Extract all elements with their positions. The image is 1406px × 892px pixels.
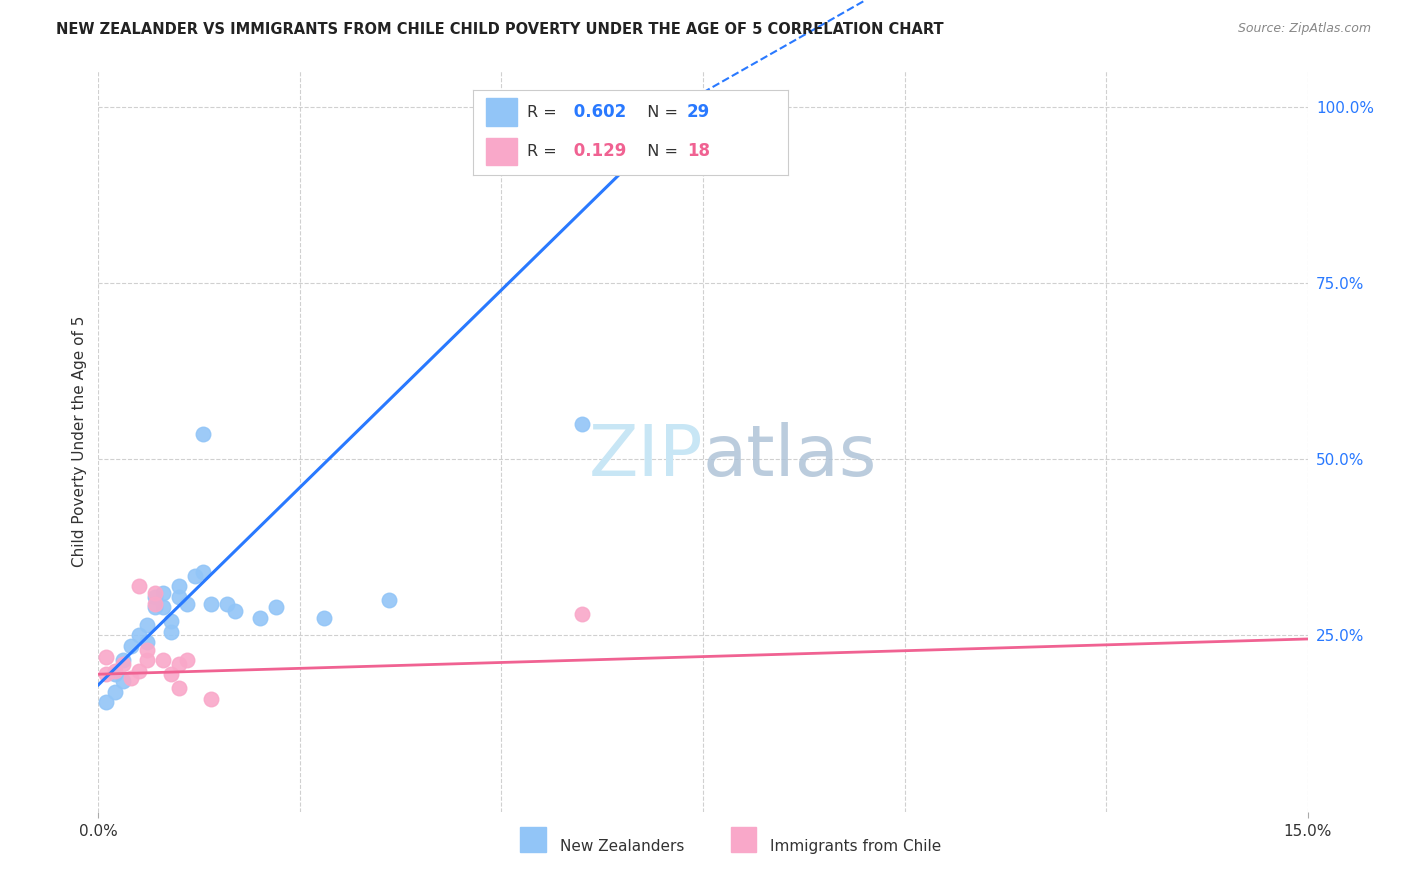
Text: New Zealanders: New Zealanders <box>560 839 683 854</box>
Point <box>120 671 142 685</box>
Point <box>96 649 118 664</box>
Point <box>135 642 157 657</box>
Point <box>249 611 271 625</box>
Point <box>160 667 183 681</box>
Point <box>217 597 239 611</box>
Point <box>152 600 174 615</box>
Point <box>314 611 336 625</box>
Point <box>160 615 183 629</box>
Point <box>135 653 157 667</box>
Point <box>160 624 183 639</box>
Text: NEW ZEALANDER VS IMMIGRANTS FROM CHILE CHILD POVERTY UNDER THE AGE OF 5 CORRELAT: NEW ZEALANDER VS IMMIGRANTS FROM CHILE C… <box>56 22 943 37</box>
Point <box>111 653 134 667</box>
Text: Immigrants from Chile: Immigrants from Chile <box>770 839 942 854</box>
Point <box>143 586 166 600</box>
Point <box>571 417 593 431</box>
Point <box>111 674 134 689</box>
Point <box>167 579 190 593</box>
Point <box>224 604 246 618</box>
Point <box>152 653 174 667</box>
Point <box>176 653 198 667</box>
Point <box>176 597 198 611</box>
Point <box>377 593 399 607</box>
Point <box>571 607 593 622</box>
Point <box>167 590 190 604</box>
Point <box>143 597 166 611</box>
Point <box>184 568 207 582</box>
Point <box>128 579 150 593</box>
Point <box>103 667 125 681</box>
Point <box>264 600 287 615</box>
Point <box>143 590 166 604</box>
Point <box>135 635 157 649</box>
Point <box>193 427 215 442</box>
Text: Source: ZipAtlas.com: Source: ZipAtlas.com <box>1237 22 1371 36</box>
Text: atlas: atlas <box>703 422 877 491</box>
Point <box>96 695 118 709</box>
Point <box>103 685 125 699</box>
Point <box>128 628 150 642</box>
Point <box>128 664 150 678</box>
Point <box>152 586 174 600</box>
Point <box>143 600 166 615</box>
Point <box>200 692 222 706</box>
Point <box>167 657 190 671</box>
Point <box>103 664 125 678</box>
Point <box>167 681 190 696</box>
Point <box>200 597 222 611</box>
Point <box>135 618 157 632</box>
Text: ZIP: ZIP <box>589 422 703 491</box>
Point <box>193 565 215 579</box>
Point <box>96 667 118 681</box>
Y-axis label: Child Poverty Under the Age of 5: Child Poverty Under the Age of 5 <box>72 316 87 567</box>
Point <box>120 639 142 653</box>
Point <box>111 657 134 671</box>
